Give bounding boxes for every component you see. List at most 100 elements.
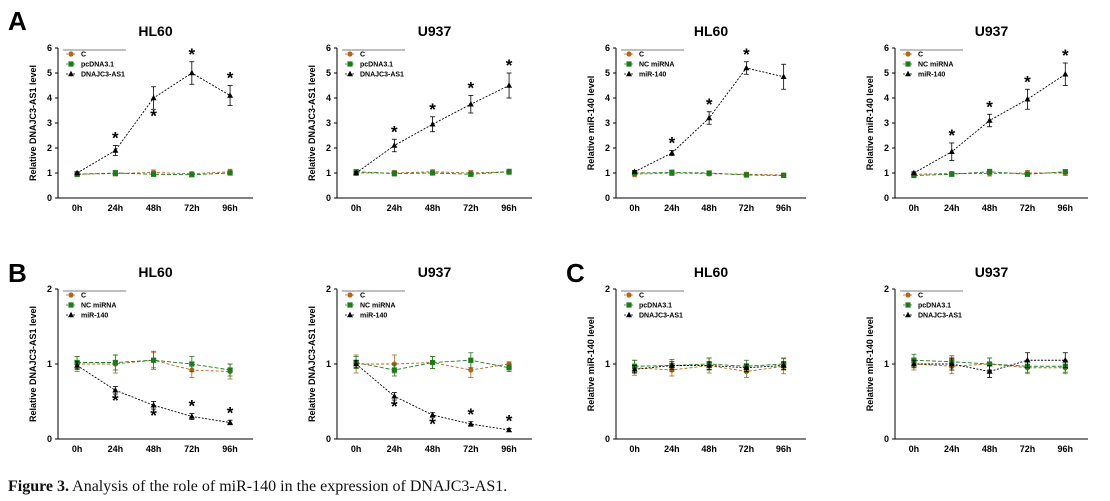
data-point [780,362,787,368]
y-axis-label: Relative miR-140 level [865,76,875,171]
data-point [781,172,787,179]
chart-title: HL60 [694,264,728,280]
y-axis-label: Relative DNAJC3-AS1 level [28,65,38,181]
legend-marker [347,51,353,57]
data-point [910,169,917,176]
x-tick-label: 48h [701,203,717,213]
legend-marker [347,70,353,77]
x-tick-label: 24h [108,444,124,454]
series-mir-140 [631,61,787,175]
data-point [506,82,513,88]
y-tick-label: 1 [326,359,331,369]
data-point [467,101,474,107]
x-tick-label: 24h [664,203,680,213]
data-point [353,169,360,176]
series-line [77,359,231,371]
chart-panel-3: HL60 0 1 2 3 4 5 6 0h 24h 48h 72h 96h Relative miR-14… [586,23,806,213]
y-tick-label: 6 [605,43,610,53]
x-tick-label: 96h [222,203,238,213]
data-point [112,170,118,176]
significance-star: * [429,100,436,119]
data-point [227,170,233,176]
x-tick-label: 48h [982,444,998,454]
legend-label: miR-140 [360,313,387,320]
data-point [743,172,749,178]
data-point [743,64,750,71]
legend-label: miR-140 [81,313,108,320]
caption-text: Analysis of the role of miR-140 in the e… [69,478,508,495]
x-tick-label: 72h [184,203,200,213]
data-point [706,362,713,368]
legend-marker [68,61,74,67]
legend-marker [905,311,911,318]
data-point [189,172,195,178]
legend-label: NC miRNA [81,303,116,310]
data-point [468,367,474,373]
y-tick-label: 2 [47,284,52,294]
y-tick-label: 4 [884,93,889,103]
significance-star: * [391,397,398,416]
legend-marker [626,61,632,67]
significance-star: * [189,45,196,64]
significance-star: * [227,403,234,422]
data-point [467,420,474,427]
data-point [706,114,713,121]
x-tick-label: 48h [425,444,441,454]
data-point [948,148,955,155]
data-point [112,147,119,153]
data-point [150,357,157,363]
x-tick-label: 0h [72,444,83,454]
data-point [112,387,119,393]
y-tick-label: 6 [326,43,331,53]
x-tick-label: 72h [739,203,755,213]
data-point [911,172,917,179]
chart-title: HL60 [138,23,172,39]
figure: A HL60 0 1 2 3 4 5 6 0h 24h 48h 72h 96h Relative DNAJC… [8,6,1088,454]
legend-marker [68,51,74,57]
data-point [1062,357,1069,363]
panel-label: B [8,258,27,288]
significance-star: * [429,414,436,433]
chart-title: U937 [975,23,1009,39]
y-tick-label: 2 [884,143,889,153]
legend-marker [905,70,911,77]
data-point [150,171,157,177]
significance-star: * [669,134,676,153]
chart-panel-5: B HL60 0 1 2 0h 24h 48h 72h 96h Relative DNAJC3-AS… [8,258,253,454]
figure-caption: Figure 3. Analysis of the role of miR-14… [8,478,507,496]
x-tick-label: 72h [1020,203,1036,213]
x-tick-label: 24h [944,203,960,213]
significance-star: * [468,405,475,424]
x-tick-label: 0h [351,444,362,454]
y-axis-label: Relative DNAJC3-AS1 level [307,306,317,422]
y-tick-label: 0 [47,434,52,444]
chart-title: U937 [418,23,452,39]
legend-marker [905,51,911,57]
significance-star: * [150,406,157,425]
x-tick-label: 48h [982,203,998,213]
legend-label: NC miRNA [639,62,674,69]
legend-marker [905,292,911,298]
data-point [506,169,512,175]
significance-star: * [706,95,713,114]
data-point [668,362,675,368]
caption-label: Figure 3. [8,478,70,495]
data-point [1024,357,1031,363]
y-tick-label: 4 [605,93,610,103]
significance-star: * [986,97,993,116]
significance-star: * [189,397,196,416]
y-tick-label: 3 [326,118,331,128]
legend: C NC miRNA miR-140 [63,290,126,320]
data-point [987,169,993,175]
legend-label: miR-140 [639,72,666,79]
x-tick-label: 0h [629,444,640,454]
x-tick-label: 96h [501,444,517,454]
x-tick-label: 24h [387,203,403,213]
y-tick-label: 1 [605,359,610,369]
legend-label: C [81,52,86,59]
legend-label: C [918,52,923,59]
legend-label: DNAJC3-AS1 [81,72,125,79]
data-point [668,149,675,156]
significance-star: * [743,45,750,64]
